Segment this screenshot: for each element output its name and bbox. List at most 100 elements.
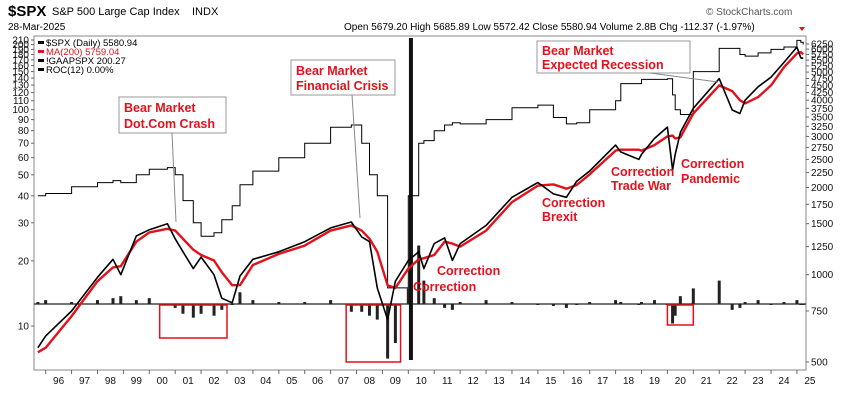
roc-bar [678, 296, 682, 304]
right-tick-label: 5000 [811, 68, 834, 79]
annotation-text-1: Correction [413, 280, 476, 294]
x-tick-label: 97 [79, 376, 91, 387]
left-tick-label: 150 [12, 67, 29, 78]
annotation-financial-crisis: Bear Market Financial Crisis [290, 59, 396, 219]
right-tick-label: 3000 [811, 132, 834, 143]
roc-bar [639, 302, 643, 304]
right-tick-label: 6250 [811, 40, 834, 51]
right-tick-label: 2250 [811, 168, 834, 179]
roc-panel [34, 38, 806, 363]
legend-label: ROC(12) 0.00% [46, 65, 114, 76]
x-tick-label: 16 [571, 376, 583, 387]
x-tick-label: 96 [53, 376, 65, 387]
roc-bar [360, 304, 364, 312]
plot-frame [33, 35, 807, 371]
annotation-correction-brexit: Correction Brexit [542, 196, 605, 224]
watermark: © StockCharts.com [706, 7, 792, 18]
left-tick-label: 120 [12, 88, 29, 99]
x-tick-label: 14 [519, 376, 531, 387]
left-tick-label: 10 [18, 322, 30, 333]
roc-bar [738, 304, 742, 308]
roc-bar [756, 300, 760, 304]
x-tick-label: 20 [675, 376, 687, 387]
x-tick-label: 21 [701, 376, 713, 387]
annotation-text-1: Correction [611, 165, 674, 179]
annotation-text-2: Financial Crisis [296, 79, 388, 93]
x-tick-label: 19 [649, 376, 661, 387]
annotation-text-1: Bear Market [124, 101, 196, 115]
x-tick-label: 06 [312, 376, 324, 387]
vertical-marker [408, 38, 413, 360]
left-tick-label: 80 [18, 126, 30, 137]
roc-bar [95, 300, 99, 304]
right-tick-label: 500 [811, 358, 828, 369]
left-tick-label: 140 [12, 74, 29, 85]
roc-highlight-box [158, 304, 228, 339]
x-tick-label: 12 [468, 376, 480, 387]
left-tick-label: 50 [18, 170, 30, 181]
roc-bar [671, 304, 675, 324]
roc-bar [769, 304, 773, 305]
roc-bar [181, 304, 185, 314]
annotation-correction-2011: Correction [437, 264, 500, 278]
right-tick-label: 2750 [811, 143, 834, 154]
roc-bar [637, 304, 641, 305]
roc-bar [329, 300, 333, 304]
x-tick-label: 17 [597, 376, 609, 387]
x-tick-label: 13 [493, 376, 505, 387]
x-tick-label: 04 [260, 376, 272, 387]
left-tick-label: 160 [12, 61, 29, 72]
x-tick-label: 10 [416, 376, 428, 387]
roc-bar [199, 304, 203, 314]
right-tick-label: 4000 [811, 96, 834, 107]
legend: $SPX (Daily) 5580.94 MA(200) 5759.04 !GA… [36, 38, 172, 78]
legend-swatch [38, 41, 44, 44]
annotation-text-1: Correction [437, 264, 500, 278]
right-tick-label: 1750 [811, 200, 834, 211]
chart-date: 28-Mar-2025 [8, 22, 66, 33]
roc-bar [564, 304, 568, 308]
legend-swatch [38, 59, 44, 62]
roc-bar [652, 300, 656, 304]
right-tick-label: 1000 [811, 270, 834, 281]
right-tick-label: 1250 [811, 242, 834, 253]
gaap-earnings-line [37, 39, 804, 289]
roc-bar [619, 302, 623, 304]
roc-bar [450, 304, 454, 310]
left-tick-label: 170 [12, 55, 29, 66]
roc-bar [119, 296, 123, 304]
annotation-text-2: Pandemic [681, 172, 740, 186]
roc-bar [393, 304, 397, 343]
annotation-pointer [351, 94, 361, 219]
roc-bar [367, 304, 371, 316]
right-tick-label: 1500 [811, 219, 834, 230]
annotation-correction-trade-war: Correction Trade War [611, 165, 674, 193]
roc-bar [717, 280, 721, 304]
right-tick-label: 6000 [811, 45, 834, 56]
right-tick-label: 2000 [811, 183, 834, 194]
annotation-text-1: Correction [681, 157, 744, 171]
legend-background [36, 38, 172, 78]
right-tick-label: 3250 [811, 122, 834, 133]
roc-bar [251, 300, 255, 304]
x-tick-label: 22 [727, 376, 739, 387]
right-tick-label: 4500 [811, 81, 834, 92]
roc-bar [422, 280, 426, 304]
roc-bar [277, 302, 281, 304]
roc-bar [551, 304, 555, 306]
roc-bar [147, 298, 151, 304]
left-tick-label: 180 [12, 50, 29, 61]
down-arrow-icon [799, 27, 805, 31]
left-tick-label: 30 [18, 218, 30, 229]
legend-item-roc: ROC(12) 0.00% [38, 65, 114, 76]
left-tick-label: 210 [12, 36, 29, 47]
roc-bar [432, 298, 436, 304]
roc-bar [417, 245, 421, 304]
left-tick-label: 200 [12, 40, 29, 51]
axes: 96 97 98 99 00 01 02 03 04 05 06 07 08 09 10 11 12 13 14 15… [12, 36, 833, 388]
roc-highlight-box [345, 304, 402, 363]
roc-bar [691, 288, 695, 304]
roc-bar [443, 304, 447, 308]
legend-label: MA(200) 5759.04 [46, 47, 119, 58]
